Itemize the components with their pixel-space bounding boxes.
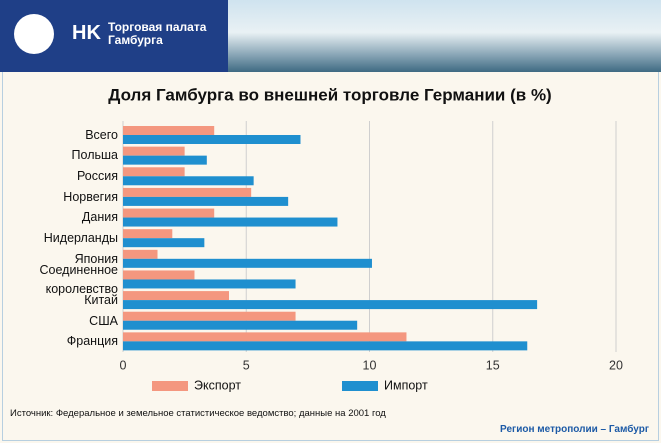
y-tick-label: Всего bbox=[85, 127, 118, 142]
legend-label: Экспорт bbox=[194, 378, 241, 392]
y-tick-label: Франция bbox=[66, 334, 118, 349]
region-note: Регион метрополии – Гамбург bbox=[500, 424, 649, 435]
y-tick-label: Польша bbox=[71, 148, 118, 163]
bar bbox=[123, 167, 185, 177]
bar bbox=[123, 341, 528, 351]
bar bbox=[123, 279, 296, 289]
bar bbox=[123, 332, 407, 342]
org-name: Торговая палата Гамбурга bbox=[108, 20, 207, 47]
chart-title: Доля Гамбурга во внешней торговле Герман… bbox=[108, 85, 551, 104]
bar bbox=[123, 311, 296, 321]
bar bbox=[123, 176, 254, 186]
bar bbox=[123, 249, 158, 259]
y-tick-label: Япония bbox=[74, 251, 118, 266]
bar bbox=[123, 155, 207, 165]
bar bbox=[123, 291, 229, 301]
bar bbox=[123, 126, 215, 135]
y-tick-label: Соединенное королевство bbox=[39, 262, 119, 296]
y-tick-label: Норвегия bbox=[63, 189, 118, 204]
x-tick-label: 10 bbox=[363, 358, 377, 372]
bar bbox=[123, 258, 372, 268]
y-tick-label: Китай bbox=[84, 292, 118, 307]
legend-label: Импорт bbox=[384, 378, 428, 392]
bar bbox=[123, 208, 215, 218]
y-tick-label: Нидерланды bbox=[43, 231, 118, 245]
bar bbox=[123, 146, 185, 156]
bar bbox=[123, 196, 289, 206]
y-tick-label: Дания bbox=[81, 210, 118, 225]
bar bbox=[123, 187, 252, 197]
y-tick-label: Россия bbox=[77, 169, 118, 184]
x-tick-label: 5 bbox=[243, 358, 250, 372]
x-tick-label: 20 bbox=[609, 358, 623, 372]
bar bbox=[123, 217, 338, 227]
x-tick-label: 15 bbox=[486, 358, 500, 372]
source-note: Источник: Федеральное и земельное статис… bbox=[10, 408, 386, 419]
y-tick-label: США bbox=[89, 313, 118, 328]
bar bbox=[123, 135, 301, 144]
logo-text: HK bbox=[72, 22, 101, 44]
logo-emblem bbox=[14, 14, 54, 54]
chart: Доля Гамбурга во внешней торговле Герман… bbox=[108, 85, 623, 392]
bar bbox=[123, 320, 358, 330]
banner: HK Торговая палата Гамбурга bbox=[0, 0, 661, 72]
legend-swatch bbox=[152, 381, 188, 391]
bar bbox=[123, 300, 538, 310]
bar bbox=[123, 238, 205, 248]
bar bbox=[123, 270, 195, 280]
logo-box: HK Торговая палата Гамбурга bbox=[0, 0, 228, 72]
legend-swatch bbox=[342, 381, 378, 391]
bar bbox=[123, 229, 173, 239]
x-tick-label: 0 bbox=[120, 358, 127, 372]
